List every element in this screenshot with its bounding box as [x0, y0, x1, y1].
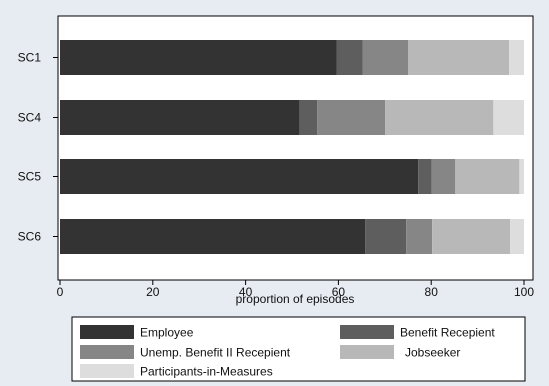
bar-sc1-series-3 [362, 40, 408, 75]
legend-label: Employee [140, 326, 194, 340]
x-tick-label: 40 [239, 285, 253, 299]
bars-layer [60, 40, 524, 254]
bar-sc5-series-5 [519, 159, 524, 194]
x-tick-label: 80 [425, 285, 439, 299]
y-tick-label: SC5 [18, 170, 42, 184]
bar-sc1-series-1 [60, 40, 337, 75]
y-tick-label: SC1 [18, 51, 42, 65]
x-tick-label: 100 [514, 285, 534, 299]
x-axis: 0 20 40 60 80 100 [57, 280, 534, 299]
bar-sc6-series-5 [510, 219, 524, 254]
legend-swatch [340, 325, 394, 339]
legend-box [71, 316, 526, 382]
y-tick-label: SC6 [18, 230, 42, 244]
bar-sc1-series-5 [509, 40, 524, 75]
legend-label: Participants-in-Measures [140, 365, 273, 379]
bar-sc5-series-3 [431, 159, 456, 194]
bar-sc4-series-3 [317, 100, 386, 135]
bar-sc4-series-5 [493, 100, 524, 135]
legend-swatch [80, 345, 134, 359]
bar-sc6-series-4 [432, 219, 511, 254]
y-tick-label: SC4 [18, 111, 42, 125]
x-tick-label: 20 [146, 285, 160, 299]
legend: Employee Benefit Recepient Unemp. Benefit … [80, 325, 495, 379]
x-axis-title: proportion of episodes [236, 292, 355, 306]
bar-sc4-series-1 [60, 100, 300, 135]
bar-sc4-series-2 [299, 100, 318, 135]
bar-sc5-series-2 [418, 159, 432, 194]
x-tick-label: 60 [332, 285, 346, 299]
bar-sc5-series-4 [455, 159, 520, 194]
bar-sc6-series-3 [406, 219, 433, 254]
y-axis: SC1 SC4 SC5 SC6 [18, 51, 58, 244]
legend-swatch [80, 325, 134, 339]
legend-label: Unemp. Benefit II Recepient [140, 346, 291, 360]
bar-sc4-series-4 [385, 100, 494, 135]
bar-sc1-series-4 [408, 40, 510, 75]
legend-swatch [80, 364, 134, 378]
bar-sc1-series-2 [336, 40, 363, 75]
legend-label: Jobseeker [405, 346, 460, 360]
bar-sc6-series-1 [60, 219, 366, 254]
bar-sc5-series-1 [60, 159, 419, 194]
legend-label: Benefit Recepient [400, 326, 495, 340]
bar-sc6-series-2 [365, 219, 407, 254]
x-tick-label: 0 [57, 285, 64, 299]
legend-swatch [340, 345, 394, 359]
